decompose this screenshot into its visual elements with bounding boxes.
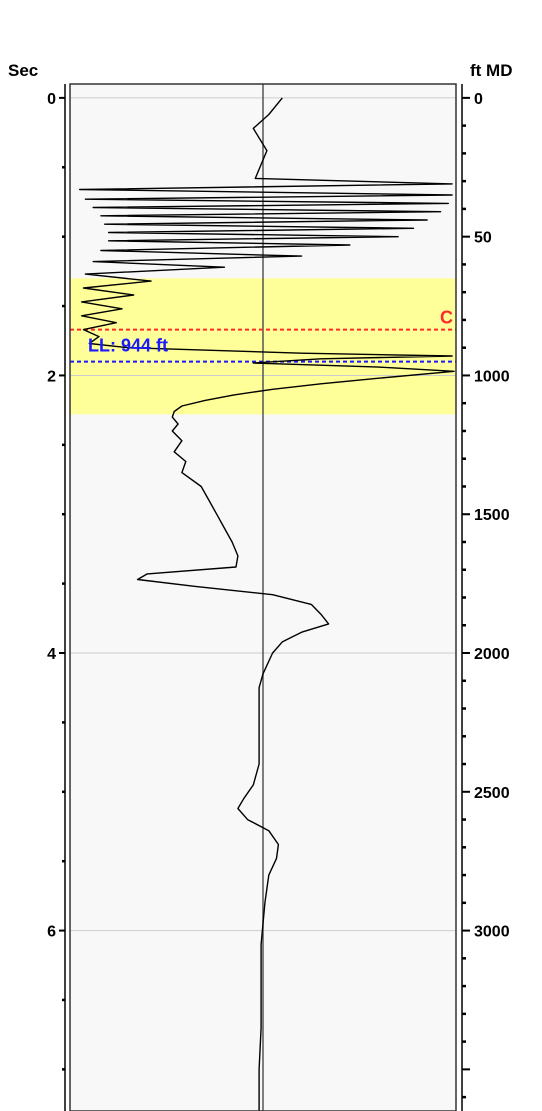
- left-tick-label: 0: [47, 91, 56, 108]
- right-tick-label: 50: [474, 230, 492, 247]
- right-tick-label: 2500: [474, 785, 510, 802]
- marker-label-c: C: [440, 308, 453, 328]
- right-axis-title: ft MD: [470, 61, 512, 80]
- right-tick-label: 1000: [474, 368, 510, 385]
- right-tick-label: 1500: [474, 507, 510, 524]
- left-axis: 0 2 4 6: [47, 84, 66, 1111]
- right-tick-label: 0: [474, 91, 483, 108]
- right-tick-label: 3000: [474, 924, 510, 941]
- left-tick-label: 2: [47, 368, 56, 385]
- plot-frame: [69, 83, 457, 1111]
- series-line: [79, 97, 455, 1111]
- marker-label-ll: LL: 944 ft: [88, 336, 168, 356]
- right-axis: 0 50 1000 1500 2000 2500 3000: [461, 84, 510, 1111]
- marker-lines: [70, 328, 456, 363]
- right-tick-label: 2000: [474, 646, 510, 663]
- left-tick-label: 6: [47, 924, 56, 941]
- left-axis-title: Sec: [8, 61, 38, 80]
- left-tick-label: 4: [47, 646, 56, 663]
